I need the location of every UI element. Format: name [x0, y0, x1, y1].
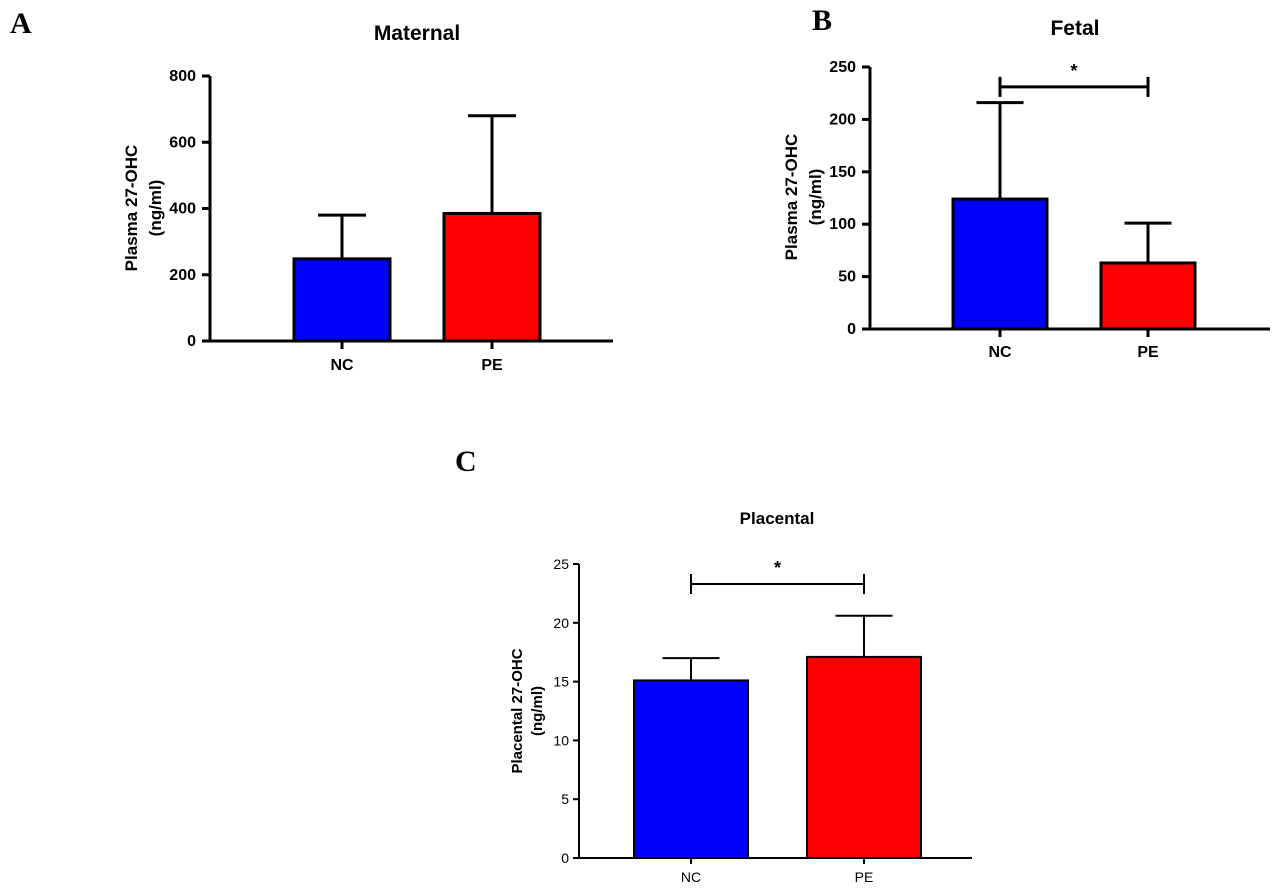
y-axis-label-b: Plasma 27-OHC (ng/ml) [782, 134, 825, 261]
x-tick-label-a-nc: NC [330, 357, 354, 374]
y-tick-label-b-0: 0 [847, 321, 856, 338]
y-tick-label-c-15: 15 [553, 674, 569, 690]
panel-c: C Placental Placental 27-OHC (ng/ml) 0 5 1… [455, 445, 972, 885]
y-axis-label-c: Placental 27-OHC (ng/ml) [509, 648, 546, 773]
significance-label-b: * [1070, 61, 1077, 81]
significance-label-c: * [774, 558, 781, 578]
y-tick-label-a-400: 400 [169, 201, 196, 218]
y-axis-label-a-line2: (ng/ml) [146, 180, 165, 237]
bar-c-nc [634, 680, 748, 858]
y-tick-label-c-25: 25 [553, 556, 569, 572]
panel-letter-b: B [812, 4, 832, 37]
chart-title-placental: Placental [740, 509, 815, 528]
panel-letter-c: C [455, 445, 477, 478]
y-tick-label-a-0: 0 [187, 333, 196, 350]
x-tick-label-b-nc: NC [988, 344, 1012, 361]
chart-title-maternal: Maternal [374, 22, 460, 45]
y-tick-label-a-800: 800 [169, 68, 196, 85]
y-tick-label-c-5: 5 [561, 791, 569, 807]
y-axis-label-b-line2: (ng/ml) [806, 169, 825, 226]
y-tick-label-a-200: 200 [169, 267, 196, 284]
bar-a-nc [294, 259, 390, 341]
y-axis-label-c-line1: Placental 27-OHC [509, 648, 526, 773]
y-axis-label-a: Plasma 27-OHC (ng/ml) [122, 145, 165, 272]
y-tick-label-a-600: 600 [169, 134, 196, 151]
y-tick-label-b-250: 250 [829, 59, 856, 76]
panel-b: B Fetal Plasma 27-OHC (ng/ml) 0 50 100 150 2… [782, 4, 1270, 361]
x-tick-label-c-pe: PE [855, 869, 874, 885]
x-tick-label-b-pe: PE [1137, 344, 1159, 361]
panel-letter-a: A [10, 7, 32, 40]
plot-area-c: 0 5 10 15 20 25 NC PE * [553, 556, 972, 885]
y-tick-label-b-150: 150 [829, 164, 856, 181]
bar-b-pe [1101, 263, 1195, 329]
bar-c-pe [807, 657, 921, 858]
x-tick-label-c-nc: NC [681, 869, 701, 885]
bar-a-pe [444, 213, 540, 341]
y-tick-label-c-20: 20 [553, 615, 569, 631]
y-axis-label-b-line1: Plasma 27-OHC [782, 134, 801, 261]
plot-area-a: 0 200 400 600 800 NC PE [169, 68, 613, 374]
y-tick-label-b-50: 50 [838, 269, 856, 286]
plot-area-b: 0 50 100 150 200 250 NC PE * [829, 59, 1270, 361]
panel-a: A Maternal Plasma 27-OHC (ng/ml) 0 200 400… [10, 7, 613, 374]
y-axis-label-c-line2: (ng/ml) [529, 686, 546, 736]
y-tick-label-c-10: 10 [553, 732, 569, 748]
y-axis-label-a-line1: Plasma 27-OHC [122, 145, 141, 272]
bar-b-nc [953, 199, 1047, 329]
y-tick-label-b-200: 200 [829, 111, 856, 128]
x-tick-label-a-pe: PE [481, 357, 503, 374]
chart-title-fetal: Fetal [1050, 17, 1099, 40]
y-tick-label-b-100: 100 [829, 216, 856, 233]
y-tick-label-c-0: 0 [561, 850, 569, 866]
